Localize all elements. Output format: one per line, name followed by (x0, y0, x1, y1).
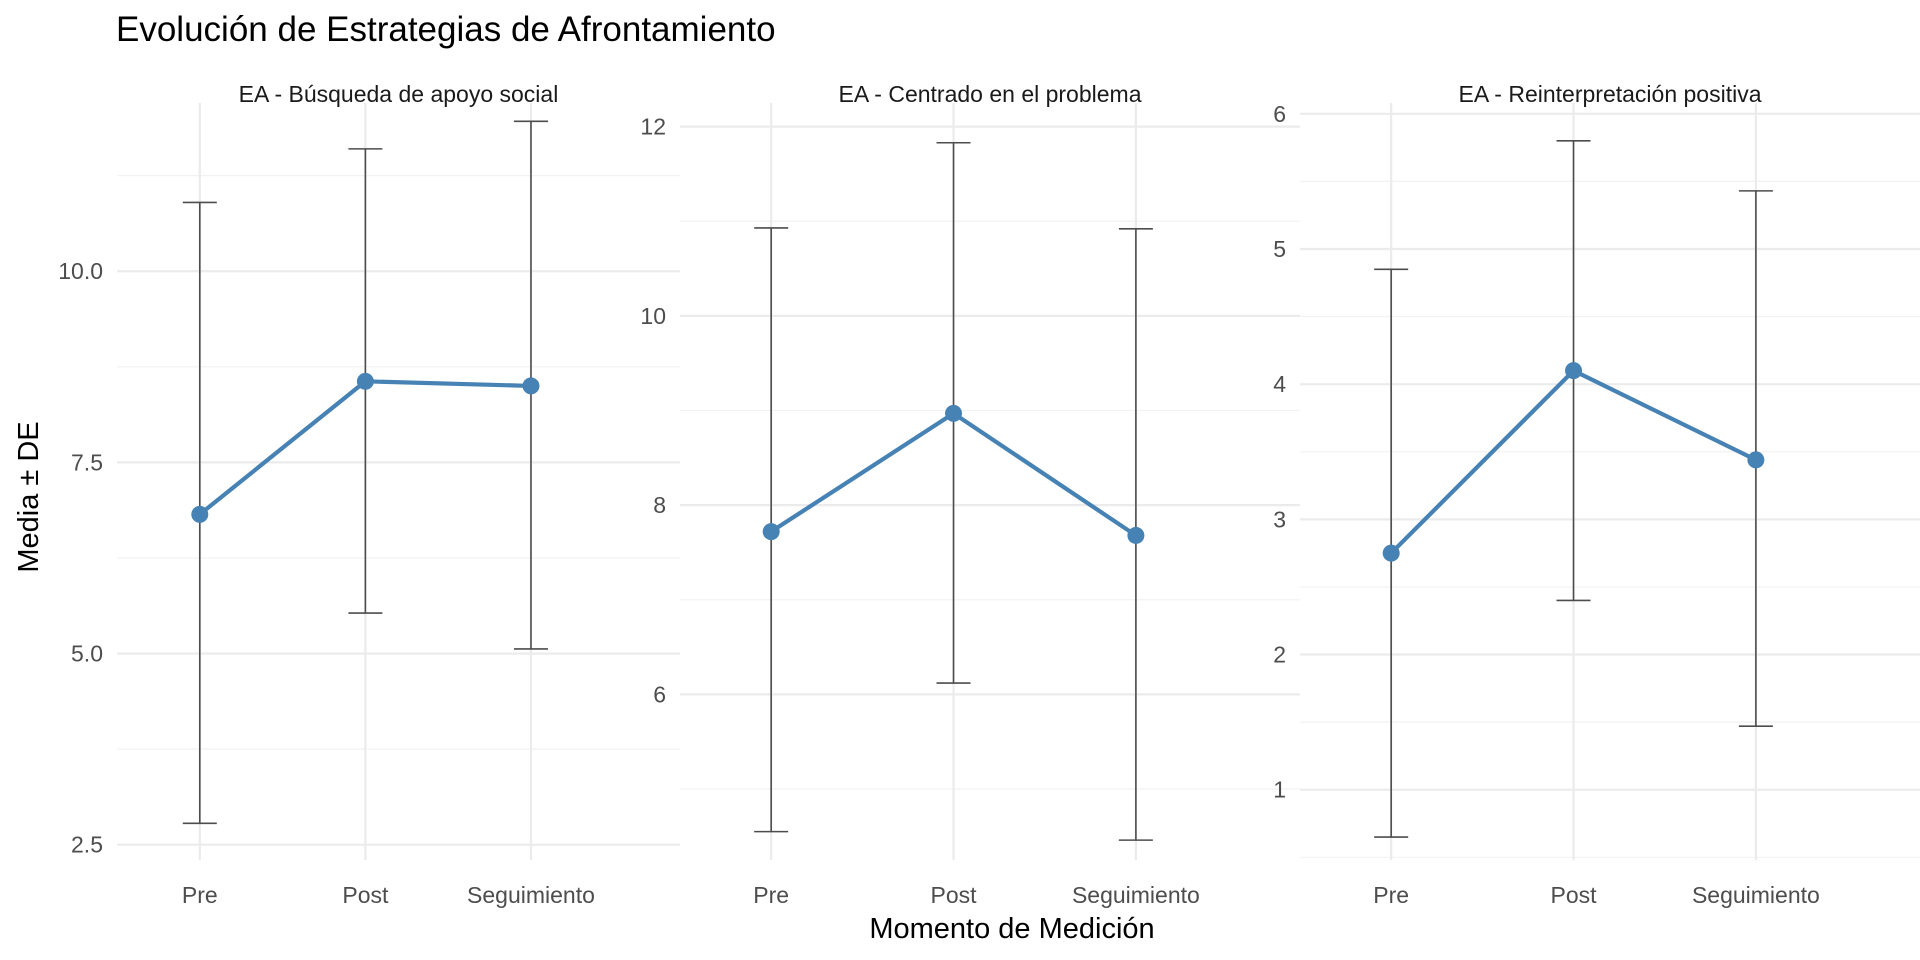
y-tick-label: 4 (1273, 371, 1286, 397)
y-tick-label: 5 (1273, 236, 1286, 262)
y-tick-label: 3 (1273, 506, 1286, 532)
x-tick-label: Pre (753, 882, 789, 908)
panel-3: EA - Reinterpretación positiva 1 2 3 4 5 6 Pre P… (1273, 81, 1920, 908)
x-tick-label: Post (1551, 882, 1598, 908)
data-point (1127, 526, 1145, 544)
panel-strip-label: EA - Búsqueda de apoyo social (239, 81, 559, 107)
chart-title: Evolución de Estrategias de Afrontamient… (116, 10, 776, 49)
y-tick-label: 7.5 (71, 449, 103, 475)
data-point (522, 377, 540, 395)
data-point (945, 404, 963, 422)
x-tick-label: Seguimiento (1072, 882, 1200, 908)
x-tick-label: Seguimiento (467, 882, 595, 908)
x-tick-label: Pre (1373, 882, 1409, 908)
y-tick-label: 10 (640, 303, 666, 329)
data-point (1747, 451, 1765, 469)
panels-container: EA - Búsqueda de apoyo social 2.5 5.0 7.5 10… (58, 81, 1920, 908)
data-point (1565, 362, 1583, 380)
data-point (1382, 544, 1400, 562)
panel-1: EA - Búsqueda de apoyo social 2.5 5.0 7.5 10… (58, 81, 680, 908)
y-tick-label: 2 (1273, 642, 1286, 668)
x-axis-title: Momento de Medición (869, 913, 1154, 945)
y-tick-label: 6 (1273, 101, 1286, 127)
x-tick-label: Post (931, 882, 978, 908)
data-point (356, 372, 374, 390)
y-tick-label: 8 (653, 492, 666, 518)
y-tick-label: 6 (653, 681, 666, 707)
x-tick-label: Post (342, 882, 389, 908)
y-tick-label: 5.0 (71, 641, 103, 667)
panel-strip-label: EA - Centrado en el problema (838, 81, 1141, 107)
y-tick-label: 10.0 (58, 258, 103, 284)
data-point (191, 505, 209, 523)
panel-strip-label: EA - Reinterpretación positiva (1459, 81, 1762, 107)
data-point (762, 523, 780, 541)
y-axis-title: Media ± DE (13, 421, 45, 572)
y-tick-label: 12 (640, 114, 666, 140)
y-tick-label: 1 (1273, 777, 1286, 803)
x-tick-label: Pre (182, 882, 218, 908)
x-tick-label: Seguimiento (1692, 882, 1820, 908)
y-tick-label: 2.5 (71, 832, 103, 858)
